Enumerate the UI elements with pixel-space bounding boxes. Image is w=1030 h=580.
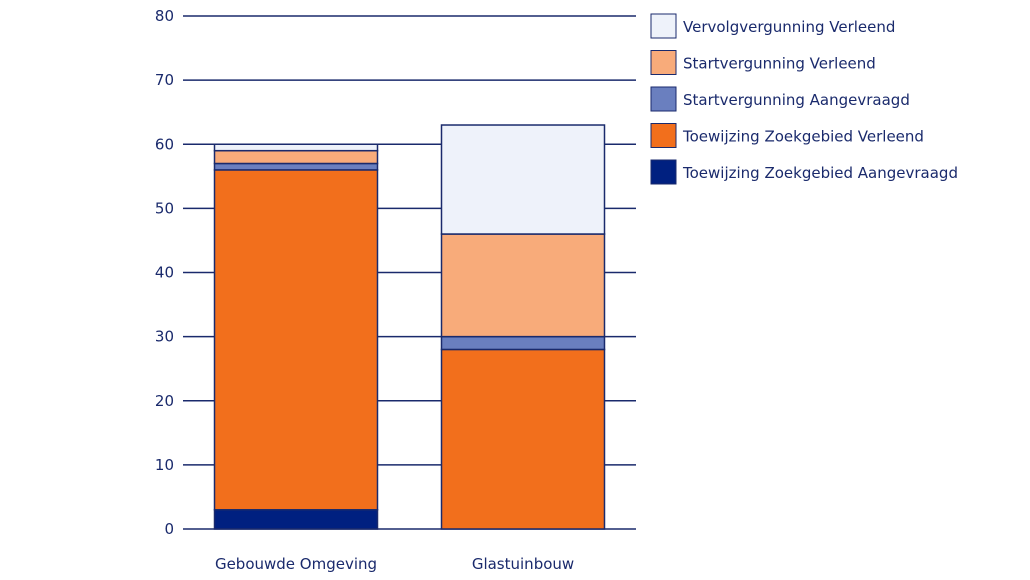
y-axis-ticks: 0 10 20 30 40 50 60 70 80	[155, 7, 174, 538]
bar-segment-1-4	[440, 124, 606, 235]
legend-swatch	[650, 159, 677, 185]
y-tick-label: 10	[155, 456, 174, 474]
y-tick-label: 30	[155, 328, 174, 346]
legend: Vervolgvergunning Verleend Startvergunnin…	[650, 13, 958, 185]
bar-segment-1-3	[440, 233, 606, 338]
bar-segment-0-0	[213, 509, 379, 530]
x-category-label: Gebouwde Omgeving	[215, 555, 377, 573]
bars	[213, 124, 606, 530]
y-tick-label: 50	[155, 199, 174, 217]
y-tick-label: 0	[164, 520, 174, 538]
bar-segment-0-4	[213, 143, 379, 152]
x-axis-categories: Gebouwde Omgeving Glastuinbouw	[215, 555, 574, 573]
legend-label: Toewijzing Zoekgebied Aangevraagd	[682, 164, 958, 182]
y-tick-label: 70	[155, 71, 174, 89]
y-tick-label: 20	[155, 392, 174, 410]
bar-segment-1-2	[440, 335, 606, 351]
y-tick-label: 40	[155, 264, 174, 282]
legend-label: Toewijzing Zoekgebied Verleend	[682, 128, 924, 146]
bar-segment-0-1	[213, 169, 379, 511]
legend-label: Vervolgvergunning Verleend	[683, 18, 895, 36]
legend-label: Startvergunning Verleend	[683, 55, 876, 73]
legend-swatch	[650, 13, 677, 39]
bar-segment-1-1	[440, 348, 606, 530]
bar-segment-0-2	[213, 162, 379, 171]
legend-swatch	[650, 50, 677, 75]
y-tick-label: 80	[155, 7, 174, 25]
legend-label: Startvergunning Aangevraagd	[683, 91, 910, 109]
legend-swatch	[650, 86, 677, 112]
legend-swatch	[650, 123, 677, 148]
x-category-label: Glastuinbouw	[472, 555, 574, 573]
bar-segment-0-3	[213, 149, 379, 165]
y-tick-label: 60	[155, 135, 174, 153]
